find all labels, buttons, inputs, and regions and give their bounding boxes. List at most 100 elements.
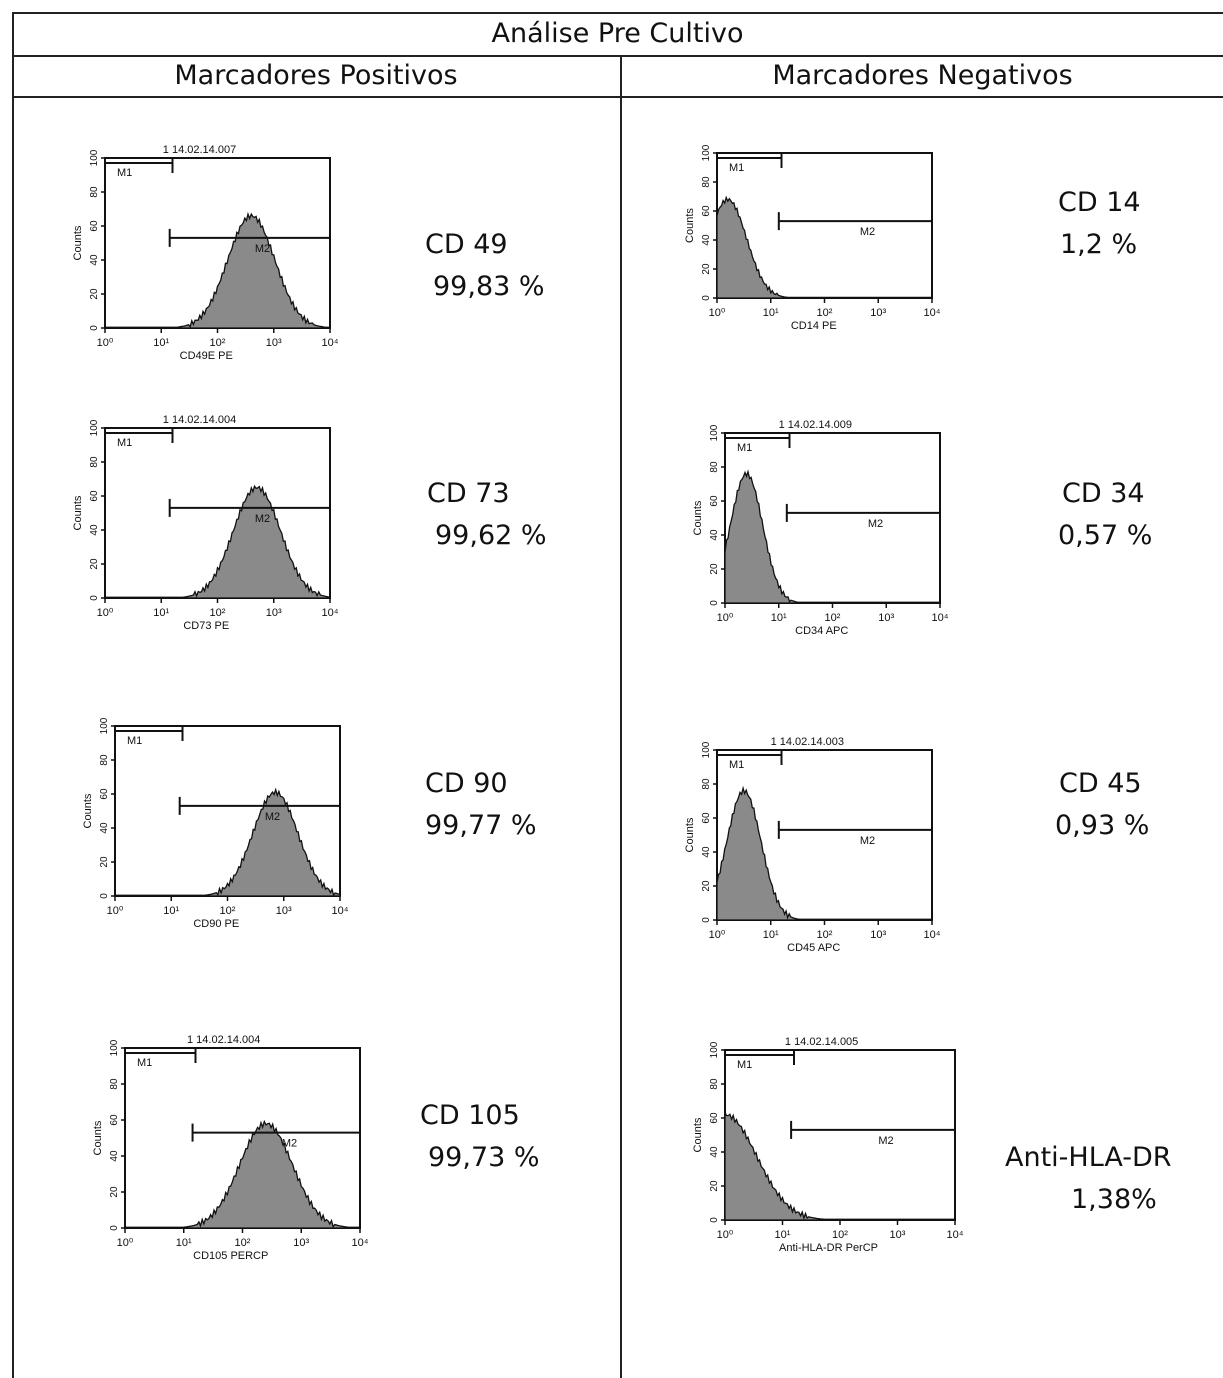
y-tick-label: 40 xyxy=(99,822,110,834)
y-tick-label: 80 xyxy=(709,1078,720,1090)
y-tick-label: 100 xyxy=(701,741,712,758)
y-tick-label: 60 xyxy=(89,220,100,232)
gate-m1-label: M1 xyxy=(729,162,744,174)
y-axis-label: Counts xyxy=(684,817,696,852)
x-tick-label: 10⁴ xyxy=(332,905,349,917)
x-tick-label: 10² xyxy=(817,929,833,941)
x-tick-label: 10⁴ xyxy=(947,1229,964,1241)
x-tick-label: 10⁰ xyxy=(117,1237,134,1249)
y-tick-label: 20 xyxy=(89,288,100,300)
sample-id: 1 14.02.14.004 xyxy=(187,1034,260,1046)
y-tick-label: 80 xyxy=(709,461,720,473)
y-tick-label: 0 xyxy=(709,600,720,606)
x-tick-label: 10² xyxy=(210,337,226,349)
x-tick-label: 10¹ xyxy=(763,929,779,941)
gate-m1-label: M1 xyxy=(137,1057,152,1069)
marker-name: CD 73 xyxy=(427,478,510,509)
y-tick-label: 100 xyxy=(109,1039,120,1056)
x-axis-label: CD90 PE xyxy=(193,918,239,930)
histogram-cd34: 1 14.02.14.009 M1 M2 0 20 40 60 80 100 10⁰ 10¹ 10² 1… xyxy=(692,419,949,637)
marker-percent: 0,57 % xyxy=(1058,520,1153,551)
y-tick-label: 0 xyxy=(701,917,712,923)
marker-label: Anti-HLA-DR 1,38% xyxy=(1005,1137,1172,1221)
y-tick-label: 0 xyxy=(709,1217,720,1223)
y-tick-label: 80 xyxy=(701,176,712,188)
y-tick-label: 100 xyxy=(701,144,712,161)
y-axis-label: Counts xyxy=(92,1120,104,1155)
x-tick-label: 10⁰ xyxy=(709,929,726,941)
x-tick-label: 10⁴ xyxy=(924,929,941,941)
gate-m1-label: M1 xyxy=(117,437,132,449)
x-axis-label: CD73 PE xyxy=(183,620,229,632)
y-axis-label: Counts xyxy=(684,208,696,243)
y-tick-label: 40 xyxy=(89,254,100,266)
marker-percent: 99,73 % xyxy=(428,1142,540,1173)
x-tick-label: 10³ xyxy=(870,307,886,319)
histogram-cd105: 1 14.02.14.004 M1 M2 0 20 40 60 80 100 10⁰ 10¹ 10² 1… xyxy=(92,1034,369,1262)
gate-m2-label: M2 xyxy=(282,1138,297,1150)
gate-m1-label: M1 xyxy=(127,735,142,747)
marker-name: CD 49 xyxy=(425,229,508,260)
x-tick-label: 10² xyxy=(817,307,833,319)
y-tick-label: 40 xyxy=(109,1150,120,1162)
histogram-area xyxy=(124,1119,361,1229)
y-axis-label: Counts xyxy=(692,1117,704,1152)
y-tick-label: 40 xyxy=(709,529,720,541)
x-tick-label: 10¹ xyxy=(775,1229,791,1241)
x-tick-label: 10¹ xyxy=(153,337,169,349)
sample-id: 1 14.02.14.005 xyxy=(785,1036,858,1048)
positive-markers-header: Marcadores Positivos xyxy=(174,60,458,91)
gate-m1-label: M1 xyxy=(729,759,744,771)
y-tick-label: 100 xyxy=(99,717,110,734)
x-tick-label: 10³ xyxy=(276,905,292,917)
x-tick-label: 10⁴ xyxy=(932,612,949,624)
x-tick-label: 10¹ xyxy=(153,607,169,619)
y-tick-label: 40 xyxy=(701,234,712,246)
marker-label: CD 73 99,62 % xyxy=(427,473,547,557)
x-tick-label: 10³ xyxy=(870,929,886,941)
y-tick-label: 80 xyxy=(89,456,100,468)
x-axis-label: Anti-HLA-DR PerCP xyxy=(779,1242,878,1254)
y-tick-label: 60 xyxy=(89,490,100,502)
sample-id: 1 14.02.14.007 xyxy=(163,144,236,156)
x-tick-label: 10³ xyxy=(266,607,282,619)
gate-m2-label: M2 xyxy=(255,243,270,255)
x-tick-label: 10⁰ xyxy=(717,1229,734,1241)
histogram-area xyxy=(104,211,331,329)
x-tick-label: 10⁰ xyxy=(107,905,124,917)
marker-percent: 1,2 % xyxy=(1060,229,1138,260)
sample-id: 1 14.02.14.004 xyxy=(163,414,236,426)
histogram-anti-hla-dr: 1 14.02.14.005 M1 M2 0 20 40 60 80 100 10⁰ 10¹ 10² 1… xyxy=(692,1036,964,1254)
marker-name: CD 34 xyxy=(1062,478,1145,509)
x-tick-label: 10² xyxy=(832,1229,848,1241)
y-tick-label: 20 xyxy=(709,563,720,575)
gate-m2-label: M2 xyxy=(265,811,280,823)
marker-label: CD 49 99,83 % xyxy=(425,224,545,308)
y-tick-label: 60 xyxy=(701,205,712,217)
gate-m2-label: M2 xyxy=(878,1135,893,1147)
marker-label: CD 90 99,77 % xyxy=(425,763,537,847)
y-axis-label: Counts xyxy=(692,500,704,535)
x-tick-label: 10² xyxy=(220,905,236,917)
x-axis-label: CD45 APC xyxy=(787,942,840,954)
gate-m2-label: M2 xyxy=(868,518,883,530)
x-axis-label: CD34 APC xyxy=(795,625,848,637)
results-table xyxy=(12,12,1223,1378)
y-tick-label: 0 xyxy=(701,295,712,301)
histogram-cd49: 1 14.02.14.007 M1 M2 0 20 40 60 80 100 10⁰ 10¹ 10² 1… xyxy=(72,144,339,362)
x-tick-label: 10⁴ xyxy=(352,1237,369,1249)
y-tick-label: 60 xyxy=(109,1114,120,1126)
x-tick-label: 10² xyxy=(235,1237,251,1249)
x-axis-label: CD49E PE xyxy=(180,350,233,362)
y-tick-label: 100 xyxy=(89,149,100,166)
histogram-cd14: M1 M2 0 20 40 60 80 100 10⁰ 10¹ 10² 10³ 10⁴ CD14 PE Co… xyxy=(684,144,941,332)
sample-id: 1 14.02.14.003 xyxy=(771,736,844,748)
marker-name: CD 90 xyxy=(425,768,508,799)
y-tick-label: 80 xyxy=(99,754,110,766)
y-tick-label: 0 xyxy=(89,325,100,331)
histogram-area xyxy=(724,469,941,604)
gate-m1-label: M1 xyxy=(737,442,752,454)
y-tick-label: 40 xyxy=(701,846,712,858)
x-tick-label: 10¹ xyxy=(771,612,787,624)
gate-m2-label: M2 xyxy=(860,835,875,847)
